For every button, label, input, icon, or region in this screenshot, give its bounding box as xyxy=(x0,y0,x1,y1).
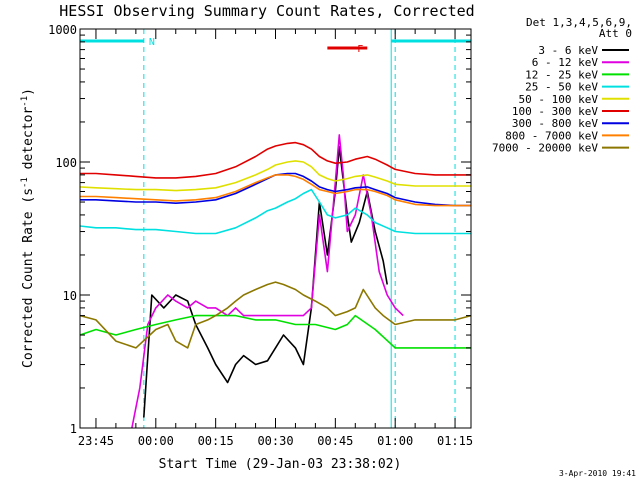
x-tick-label: 00:30 xyxy=(257,434,293,448)
x-tick-label: 00:15 xyxy=(198,434,234,448)
series-100-300-kev xyxy=(80,141,471,179)
legend-label: 800 - 7000 keV xyxy=(505,129,598,142)
x-axis-label: Start Time (29-Jan-03 23:38:02) xyxy=(159,457,402,472)
legend-label: 50 - 100 keV xyxy=(519,93,599,106)
x-axis-ticks: 23:45 00:00 00:15 00:30 00:45 01:00 01:15 xyxy=(78,29,473,448)
legend-label: 3 - 6 keV xyxy=(538,44,598,57)
vertical-markers xyxy=(143,29,456,428)
legend-label: 100 - 300 keV xyxy=(512,105,598,118)
x-tick-label: 00:45 xyxy=(317,434,353,448)
legend-label: 7000 - 20000 keV xyxy=(492,142,598,155)
legend-label: 6 - 12 keV xyxy=(532,56,599,69)
series-3-6-kev xyxy=(143,146,388,418)
legend-label: 12 - 25 keV xyxy=(525,68,598,81)
plot-frame xyxy=(79,28,472,429)
flag-bars: NF xyxy=(80,37,471,55)
series-12-25-kev xyxy=(79,314,471,349)
x-tick-label: 23:45 xyxy=(78,434,114,448)
x-tick-label: 00:00 xyxy=(138,434,174,448)
legend-label: 25 - 50 keV xyxy=(525,81,598,94)
series-300-800-kev xyxy=(80,172,471,207)
series-6-12-kev xyxy=(131,134,404,429)
legend-header-line-2: Att 0 xyxy=(599,27,632,40)
legend-header-line-1: Det 1,3,4,5,6,9, xyxy=(526,16,632,29)
series-25-50-kev xyxy=(79,188,471,235)
series-7000-20000-kev xyxy=(79,281,472,349)
series-800-7000-kev xyxy=(80,174,471,207)
x-tick-label: 01:00 xyxy=(377,434,413,448)
y-tick-label: 1000 xyxy=(48,23,77,37)
y-tick-label: 1 xyxy=(70,422,77,436)
y-tick-label: 10 xyxy=(63,289,77,303)
footer-date: 3-Apr-2010 19:41 xyxy=(559,469,636,478)
legend-label: 300 - 800 keV xyxy=(512,117,598,130)
flag-label: F xyxy=(357,44,363,55)
y-axis-ticks: 1 10 100 1000 xyxy=(48,23,471,436)
data-series xyxy=(79,134,472,429)
y-axis-label: Corrected Count Rate (s-1 detector-1) xyxy=(20,88,36,368)
chart-title: HESSI Observing Summary Count Rates, Cor… xyxy=(59,2,474,20)
series-50-100-kev xyxy=(79,160,471,192)
flag-label: N xyxy=(149,37,155,48)
y-tick-label: 100 xyxy=(55,156,77,170)
x-tick-label: 01:15 xyxy=(437,434,473,448)
